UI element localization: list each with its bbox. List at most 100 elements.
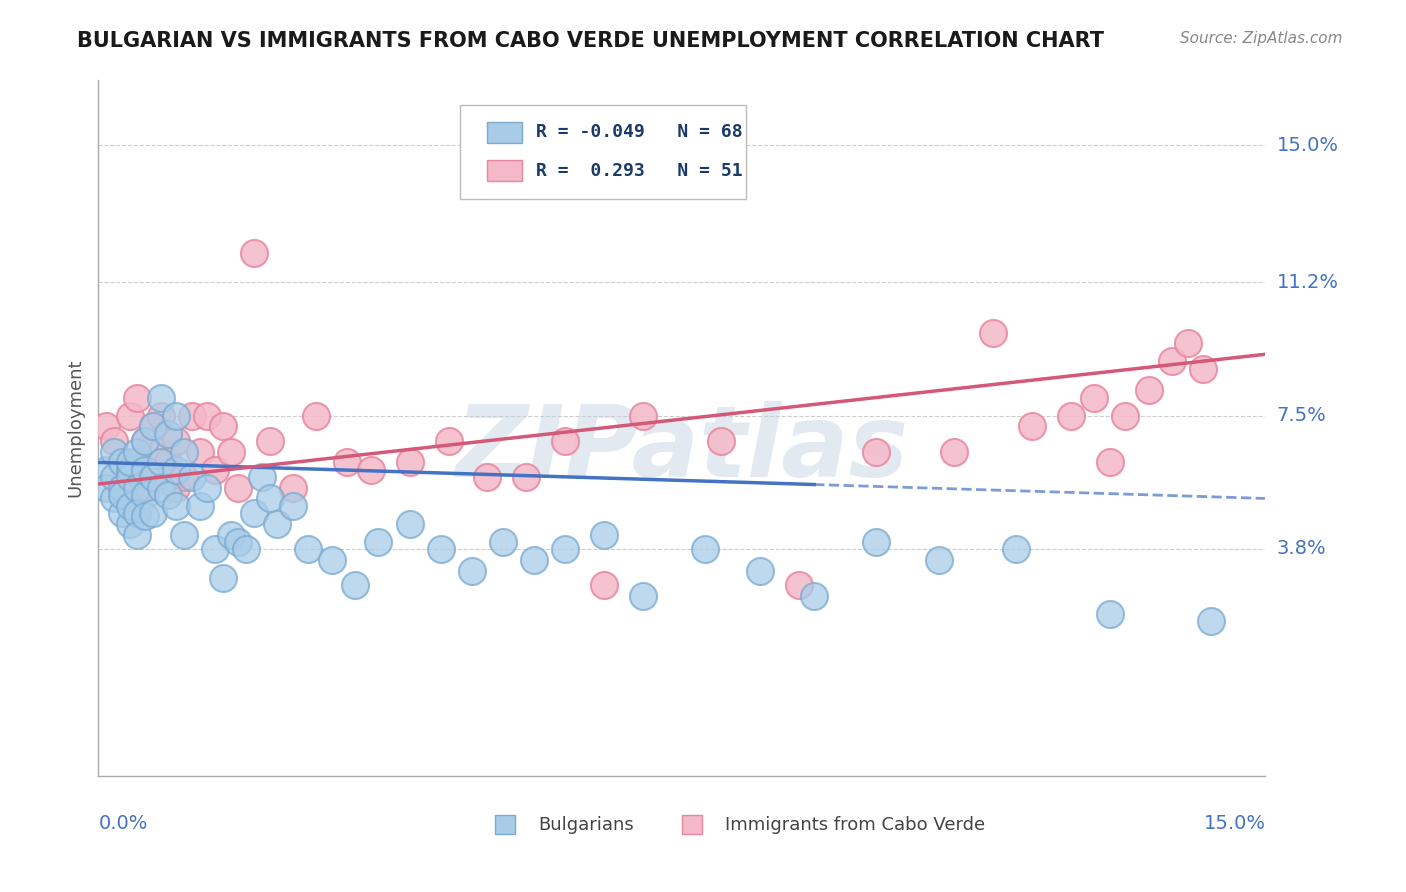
- Point: [111, 488, 134, 502]
- Bar: [486, 161, 522, 181]
- Point: [281, 481, 304, 495]
- Point: [142, 470, 165, 484]
- Point: [259, 434, 281, 448]
- Point: [103, 491, 125, 506]
- Text: 3.8%: 3.8%: [1277, 540, 1326, 558]
- Point: [118, 462, 141, 476]
- Point: [228, 534, 250, 549]
- Point: [204, 541, 226, 556]
- Point: [165, 409, 187, 423]
- Point: [787, 578, 810, 592]
- Point: [142, 470, 165, 484]
- Point: [360, 462, 382, 476]
- Point: [118, 516, 141, 531]
- Point: [165, 499, 187, 513]
- Bar: [682, 815, 702, 835]
- Point: [118, 455, 141, 469]
- Text: Bulgarians: Bulgarians: [538, 816, 634, 834]
- Point: [1005, 541, 1028, 556]
- Point: [367, 534, 389, 549]
- Point: [235, 541, 257, 556]
- Point: [195, 409, 218, 423]
- Y-axis label: Unemployment: Unemployment: [66, 359, 84, 498]
- Point: [127, 391, 149, 405]
- Point: [103, 470, 125, 484]
- Point: [111, 506, 134, 520]
- Point: [127, 527, 149, 541]
- Point: [461, 564, 484, 578]
- Point: [165, 462, 187, 476]
- Point: [336, 455, 359, 469]
- Point: [1199, 614, 1222, 628]
- Point: [149, 481, 172, 495]
- Point: [142, 419, 165, 434]
- Point: [96, 481, 118, 495]
- Point: [748, 564, 770, 578]
- Point: [134, 434, 156, 448]
- Point: [134, 462, 156, 476]
- Point: [195, 481, 218, 495]
- Point: [142, 419, 165, 434]
- FancyBboxPatch shape: [460, 104, 747, 199]
- Point: [127, 455, 149, 469]
- Point: [865, 444, 887, 458]
- Point: [149, 409, 172, 423]
- Point: [259, 491, 281, 506]
- Point: [188, 444, 211, 458]
- Point: [631, 409, 654, 423]
- Point: [134, 488, 156, 502]
- Point: [250, 470, 273, 484]
- Point: [188, 499, 211, 513]
- Point: [103, 444, 125, 458]
- Point: [305, 409, 328, 423]
- Point: [103, 434, 125, 448]
- Point: [219, 444, 242, 458]
- Bar: [486, 122, 522, 143]
- Point: [212, 419, 235, 434]
- Point: [118, 409, 141, 423]
- Point: [928, 553, 950, 567]
- Point: [118, 462, 141, 476]
- Point: [149, 444, 172, 458]
- Point: [865, 534, 887, 549]
- Text: ZIPatlas: ZIPatlas: [456, 401, 908, 498]
- Point: [695, 541, 717, 556]
- Point: [398, 516, 420, 531]
- Point: [398, 455, 420, 469]
- Point: [118, 470, 141, 484]
- Point: [165, 481, 187, 495]
- Point: [212, 571, 235, 585]
- Point: [157, 455, 180, 469]
- Point: [266, 516, 288, 531]
- Point: [1083, 391, 1105, 405]
- Text: Immigrants from Cabo Verde: Immigrants from Cabo Verde: [725, 816, 986, 834]
- Point: [515, 470, 537, 484]
- Point: [111, 455, 134, 469]
- Text: Source: ZipAtlas.com: Source: ZipAtlas.com: [1180, 31, 1343, 46]
- Point: [1161, 354, 1184, 368]
- Point: [173, 527, 195, 541]
- Point: [429, 541, 451, 556]
- Point: [492, 534, 515, 549]
- Point: [593, 578, 616, 592]
- Point: [554, 541, 576, 556]
- Text: 15.0%: 15.0%: [1277, 136, 1339, 154]
- Point: [1021, 419, 1043, 434]
- Point: [477, 470, 499, 484]
- Point: [593, 527, 616, 541]
- Point: [134, 434, 156, 448]
- Point: [173, 470, 195, 484]
- Point: [1060, 409, 1083, 423]
- Point: [180, 409, 202, 423]
- Point: [127, 444, 149, 458]
- Text: 7.5%: 7.5%: [1277, 406, 1326, 425]
- Point: [1192, 361, 1215, 376]
- Point: [134, 509, 156, 524]
- Point: [437, 434, 460, 448]
- Point: [228, 481, 250, 495]
- Point: [1137, 384, 1160, 398]
- Point: [943, 444, 966, 458]
- Text: 0.0%: 0.0%: [98, 814, 148, 833]
- Point: [111, 481, 134, 495]
- Text: R =  0.293   N = 51: R = 0.293 N = 51: [536, 161, 742, 179]
